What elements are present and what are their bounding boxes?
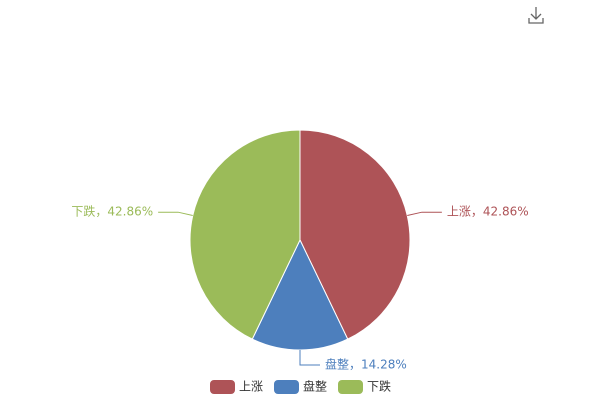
legend-swatch bbox=[274, 380, 299, 394]
pie-slice bbox=[251, 238, 349, 351]
data-label: 盘整，14.28% bbox=[325, 357, 407, 372]
download-icon[interactable] bbox=[528, 7, 544, 24]
legend-swatch bbox=[338, 380, 363, 394]
leader-line bbox=[407, 211, 442, 217]
legend-swatch bbox=[210, 380, 235, 394]
download-glyph[interactable] bbox=[528, 7, 544, 24]
pie-slice bbox=[299, 129, 411, 340]
data-label: 下跌，42.86% bbox=[71, 204, 153, 219]
leader-line bbox=[158, 211, 193, 217]
data-label: 上涨，42.86% bbox=[447, 204, 529, 219]
leader-line bbox=[299, 350, 320, 366]
pie-slice bbox=[189, 129, 301, 340]
legend-label: 盘整 bbox=[303, 379, 327, 394]
legend-label: 上涨 bbox=[239, 379, 263, 394]
legend-label: 下跌 bbox=[367, 379, 391, 394]
